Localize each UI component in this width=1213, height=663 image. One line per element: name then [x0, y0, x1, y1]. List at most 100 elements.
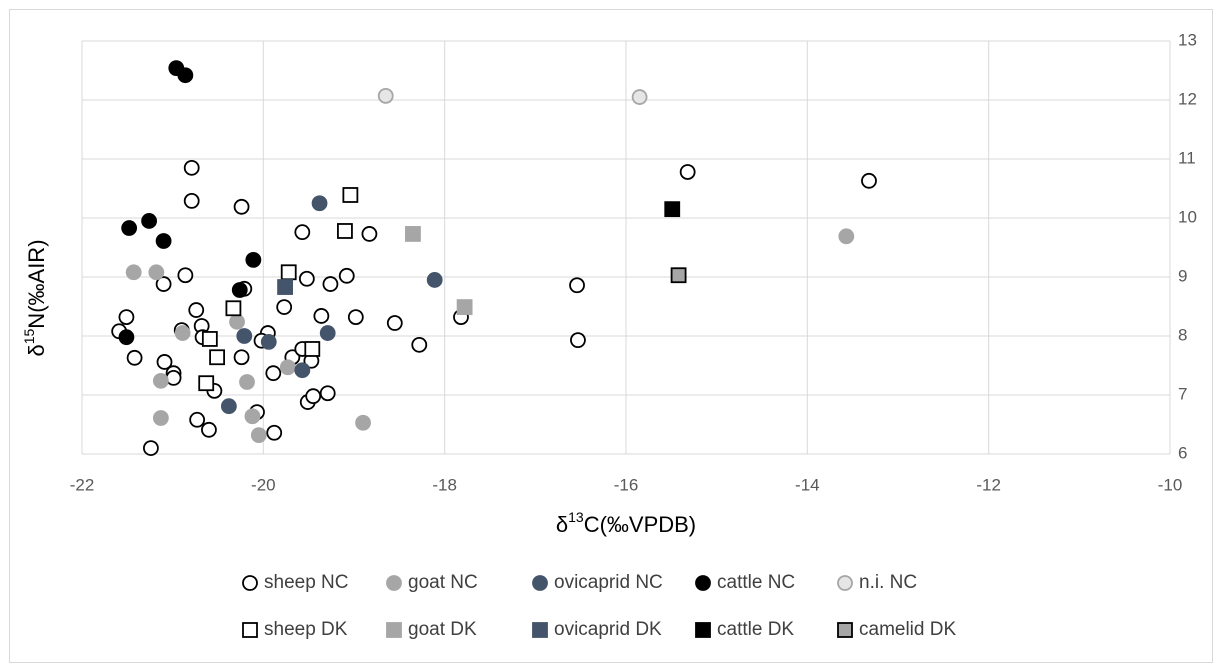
data-point [304, 341, 321, 357]
data-point [355, 414, 371, 431]
data-point [233, 198, 250, 215]
data-point [118, 329, 135, 346]
data-point [319, 325, 336, 341]
legend-marker [532, 575, 548, 591]
legend-marker [242, 622, 258, 638]
data-point [198, 375, 215, 392]
data-point [322, 276, 339, 292]
data-point [664, 201, 681, 218]
legend-label: ovicaprid NC [554, 572, 663, 593]
y-tick-label: 9 [1178, 266, 1187, 285]
y-axis-title: δ15N(‰AIR) [21, 239, 49, 356]
data-point [426, 272, 443, 288]
legend-marker [695, 575, 711, 591]
data-point [631, 89, 648, 105]
data-point [861, 172, 877, 189]
data-point [838, 228, 855, 245]
data-point [126, 349, 143, 366]
data-point [121, 220, 138, 236]
data-point [233, 349, 250, 366]
legend-marker [386, 622, 402, 638]
x-tick-label: -14 [795, 475, 820, 494]
data-point [570, 332, 586, 349]
data-point [220, 398, 237, 415]
data-point [298, 270, 315, 287]
data-point [183, 192, 200, 209]
legend-marker [242, 575, 258, 591]
data-point [569, 277, 585, 294]
data-point [405, 226, 421, 242]
data-point [338, 267, 355, 284]
legend-label: cattle NC [717, 572, 795, 593]
legend-label: sheep NC [264, 572, 349, 593]
data-point [165, 369, 182, 386]
legend-marker [386, 575, 402, 591]
data-point [311, 195, 328, 212]
data-point [277, 279, 293, 295]
data-point [183, 159, 200, 176]
legend-marker [837, 575, 853, 591]
data-point [188, 302, 205, 318]
y-tick-label: 13 [1178, 30, 1197, 49]
x-tick-label: -22 [70, 475, 95, 494]
data-point [155, 233, 172, 249]
data-point [225, 300, 242, 317]
data-point [174, 325, 191, 341]
data-point [201, 421, 217, 438]
data-point [411, 336, 428, 353]
x-tick-label: -12 [976, 475, 1001, 494]
data-point [141, 213, 157, 229]
data-point [313, 308, 330, 324]
data-point [260, 333, 277, 350]
data-point [337, 223, 353, 239]
data-point [245, 251, 262, 268]
legend-marker [532, 622, 548, 638]
data-point [266, 424, 283, 441]
data-point [377, 87, 394, 104]
data-point [347, 309, 364, 326]
data-point [276, 299, 293, 315]
y-tick-label: 12 [1178, 89, 1197, 108]
data-point [244, 408, 261, 425]
legend-label: goat NC [408, 572, 478, 593]
data-point [143, 440, 159, 457]
data-point [319, 385, 336, 402]
data-point [679, 164, 696, 180]
legend-label: cattle DK [717, 619, 794, 640]
data-point [118, 309, 135, 326]
data-point [201, 331, 218, 347]
y-tick-label: 10 [1178, 207, 1197, 226]
data-point [209, 349, 225, 366]
data-point [279, 359, 296, 376]
data-point [125, 264, 142, 281]
data-point [189, 411, 206, 428]
data-point [239, 374, 255, 390]
legend-marker [837, 622, 853, 638]
data-point [156, 354, 173, 370]
data-point [361, 226, 378, 242]
data-point [236, 328, 253, 344]
data-point [155, 276, 172, 292]
legend-marker [695, 622, 711, 638]
legend-label: goat DK [408, 619, 477, 640]
data-point [670, 267, 687, 284]
legend-label: camelid DK [859, 619, 956, 640]
legend-label: sheep DK [264, 619, 348, 640]
legend-label: ovicaprid DK [554, 619, 662, 640]
y-tick-label: 8 [1178, 325, 1187, 344]
data-point [456, 299, 473, 315]
data-point [280, 264, 297, 281]
y-tick-label: 6 [1178, 443, 1187, 462]
data-point [177, 67, 194, 84]
data-point [305, 388, 322, 405]
data-point [265, 365, 282, 382]
data-point [386, 315, 403, 331]
data-point [152, 372, 169, 389]
data-point [294, 224, 311, 241]
data-point [229, 313, 245, 330]
x-tick-label: -10 [1158, 475, 1183, 494]
y-tick-label: 7 [1178, 384, 1187, 403]
y-tick-label: 11 [1178, 148, 1196, 167]
data-point [152, 410, 169, 426]
legend-label: n.i. NC [859, 572, 917, 593]
